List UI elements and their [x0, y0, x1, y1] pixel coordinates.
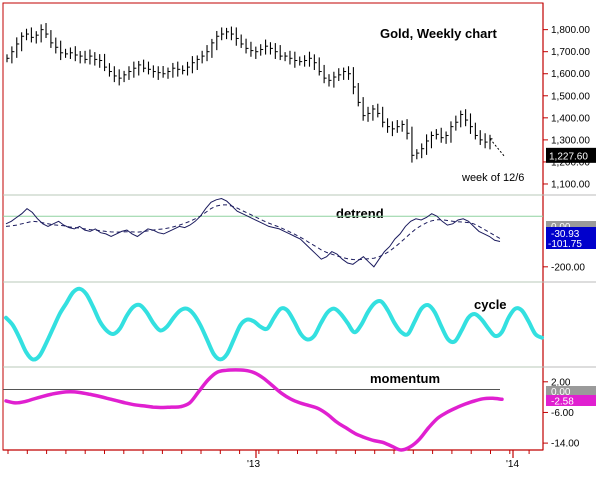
cycle-panel: cycle: [4, 286, 544, 362]
y-tick-label: 1,500.00: [551, 91, 590, 102]
momentum-panel: momentum 2.00 -6.00 -14.00 0.00 -2.58: [3, 368, 596, 452]
momentum-y-axis: 2.00 -6.00 -14.00: [543, 377, 580, 450]
momentum-title: momentum: [370, 371, 440, 386]
cycle-line: [4, 286, 544, 362]
price-panel: Gold, Weekly chart 1,100.00 1,200.00 1,300…: [6, 23, 596, 190]
detrend-slow-line: [5, 204, 501, 261]
detrend-panel: detrend -200.00 0.00 -30.93 -101.75: [3, 197, 596, 273]
price-bars: [6, 23, 493, 163]
y-tick-label: 1,300.00: [551, 135, 590, 146]
momentum-zero-badge-bg: [546, 386, 596, 396]
y-tick-label: 1,800.00: [551, 25, 590, 36]
detrend-zero-badge-bg: [546, 221, 596, 231]
cycle-title: cycle: [474, 297, 507, 312]
y-tick-label: -200.00: [551, 262, 585, 273]
y-tick-label: 1,600.00: [551, 69, 590, 80]
price-y-axis: 1,100.00 1,200.00 1,300.00 1,400.00 1,500.00…: [543, 25, 590, 190]
detrend-badges: 0.00 -30.93 -101.75: [546, 221, 596, 250]
detrend-values-badge-bg: [546, 227, 596, 249]
momentum-value-badge: -2.58: [551, 397, 574, 408]
y-tick-label: 2.00: [551, 377, 571, 388]
price-last-badge: 1,227.60: [546, 147, 596, 163]
x-tick-label-2013: '13: [247, 459, 260, 470]
detrend-title: detrend: [336, 206, 384, 221]
price-note: week of 12/6: [461, 172, 524, 184]
momentum-badges: 0.00 -2.58: [546, 386, 596, 408]
y-tick-label: -14.00: [551, 439, 580, 450]
momentum-zero-badge: 0.00: [551, 387, 571, 398]
detrend-slow-badge: -101.75: [548, 239, 582, 250]
detrend-fast-line: [5, 197, 501, 268]
x-axis: '13 '14: [247, 459, 519, 470]
y-tick-label: 1,700.00: [551, 47, 590, 58]
momentum-line: [4, 368, 504, 452]
y-tick-label: 1,400.00: [551, 113, 590, 124]
y-tick-label: -6.00: [551, 408, 574, 419]
price-last-value: 1,227.60: [549, 151, 588, 162]
y-tick-label: 1,100.00: [551, 179, 590, 190]
detrend-y-axis: -200.00: [543, 262, 585, 273]
price-trail-line: [489, 138, 505, 157]
momentum-value-badge-bg: [546, 395, 596, 406]
plot-border: [2, 2, 544, 451]
y-tick-label: 1,200.00: [551, 157, 590, 168]
x-tick-label-2014: '14: [506, 459, 519, 470]
detrend-fast-badge: -30.93: [551, 229, 580, 240]
price-title: Gold, Weekly chart: [380, 26, 497, 41]
chart-frame: [2, 2, 596, 458]
